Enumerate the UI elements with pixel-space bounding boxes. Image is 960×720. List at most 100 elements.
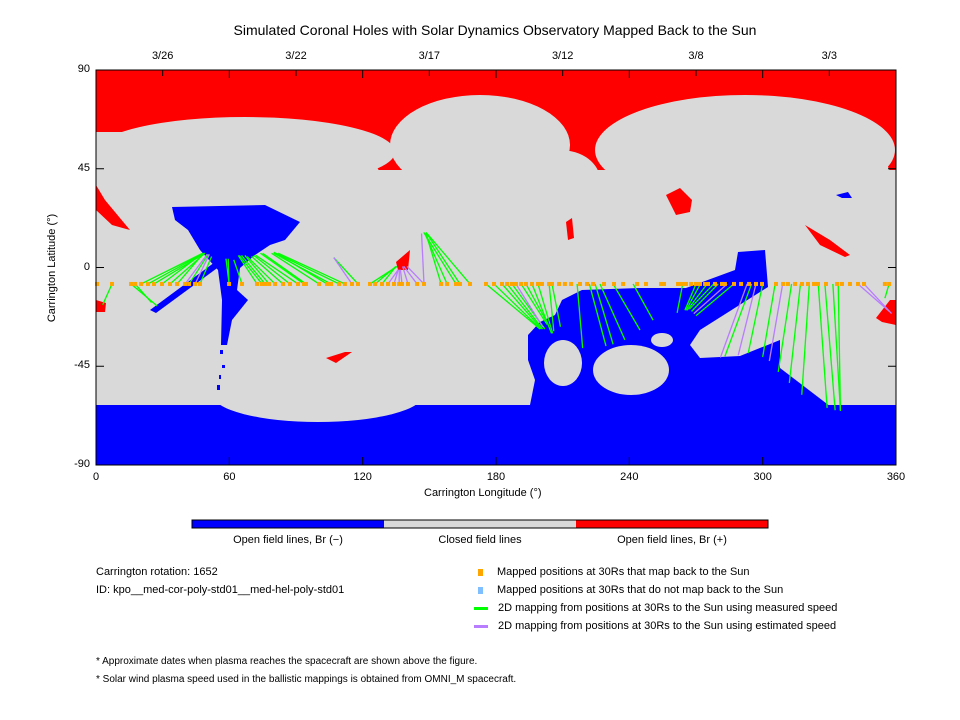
mapped-position-point (505, 281, 510, 286)
estimated-mapping-line (387, 269, 399, 285)
measured-mapping-line (333, 257, 359, 285)
estimated-mapping-line (399, 269, 403, 285)
measured-mapping-line (425, 232, 461, 285)
mapped-position-point (621, 281, 626, 286)
mapped-position-point (152, 281, 156, 286)
colorbar-label-negative: Open field lines, Br (−) (233, 534, 343, 546)
mapped-position-point (510, 281, 514, 286)
measured-mapping-line (612, 283, 641, 331)
model-id: ID: kpo__med-cor-poly-std01__med-hel-pol… (96, 584, 345, 596)
legend-measured: 2D mapping from positions at 30Rs to the… (474, 602, 837, 614)
mapped-position-point (739, 281, 744, 286)
mapped-position-point (578, 281, 582, 286)
measured-mapping-line (271, 252, 320, 285)
mapped-position-point (781, 281, 786, 286)
colorbar-label-positive: Open field lines, Br (+) (617, 534, 727, 546)
measured-mapping-line (485, 283, 541, 330)
measured-mapping-line (537, 283, 554, 334)
x-tick-label: 360 (886, 471, 906, 483)
measured-mapping-line (273, 252, 332, 285)
date-label: 3/8 (688, 50, 704, 62)
measured-mapping-line (161, 252, 204, 285)
measured-mapping-line (884, 283, 890, 299)
measured-mapping-line (275, 252, 340, 285)
date-label: 3/26 (151, 50, 174, 62)
mapped-position-point (706, 281, 710, 286)
mapped-position-point (662, 281, 666, 286)
note-dates: * Approximate dates when plasma reaches … (96, 656, 478, 667)
measured-mapping-line (424, 233, 448, 285)
mapped-position-point (342, 281, 347, 286)
estimated-mapping-line (420, 233, 425, 284)
mapped-position-point (350, 281, 354, 286)
mapped-position-point (747, 281, 752, 286)
measured-mapping-line (594, 283, 614, 345)
mapped-position-point (415, 281, 420, 286)
mapped-position-point (317, 281, 322, 286)
mapped-position-point (887, 281, 892, 286)
measured-mapping-line (688, 283, 715, 310)
mapped-position-point (591, 281, 596, 286)
mapped-points (95, 281, 892, 286)
mapped-position-point (557, 281, 562, 286)
mapped-position-point (187, 281, 192, 286)
measured-mapping-line (695, 283, 735, 317)
mapped-position-point (848, 281, 852, 286)
mapped-position-point (720, 281, 724, 286)
measured-mapping-line (381, 265, 397, 285)
estimated-mapping-line (737, 283, 757, 356)
mapped-position-point (519, 281, 524, 286)
mapped-position-point (454, 281, 458, 286)
mapped-position-point (684, 281, 688, 286)
mapped-position-point (689, 281, 694, 286)
measured-mapping-line (724, 283, 753, 357)
estimated-mapping-line (402, 266, 409, 285)
measured-mapping-line (817, 283, 828, 408)
mapped-position-point (786, 281, 790, 286)
mapped-position-point (524, 281, 528, 286)
mapped-position-point (445, 281, 450, 286)
measured-mapping-line (832, 283, 842, 412)
measured-mapping-line (551, 283, 562, 327)
mapped-position-point (816, 281, 820, 286)
mapped-position-point (713, 281, 718, 286)
mapped-position-point (536, 281, 540, 286)
x-tick-label: 300 (753, 471, 772, 483)
mapped-position-point (492, 281, 496, 286)
mapped-position-point (325, 281, 330, 286)
estimated-mapping-line (768, 283, 784, 362)
mapped-position-point (547, 281, 552, 286)
colorbar-frame (191, 519, 769, 529)
mapped-position-point (139, 281, 144, 286)
measured-mapping-line (588, 283, 607, 347)
measured-mapping-line (676, 283, 684, 314)
date-label: 3/22 (285, 50, 307, 62)
y-axis-label: Carrington Latitude (°) (46, 213, 58, 323)
measured-mapping-line (691, 283, 719, 312)
measured-mapping-line (147, 252, 205, 285)
mapped-position-point (439, 281, 444, 286)
measured-mapping-line (506, 283, 544, 330)
measured-mapping-line (262, 252, 307, 285)
y-tick-label: -45 (74, 359, 90, 372)
mapped-position-point (337, 281, 342, 286)
measured-mapping-line (686, 283, 708, 311)
measured-mapping-line (374, 265, 397, 285)
mapped-position-point (397, 281, 402, 286)
measured-mapping-line (531, 283, 553, 334)
mapped-position-point (722, 281, 727, 286)
mapped-position-point (602, 281, 606, 286)
measured-mapping-line (632, 283, 654, 321)
purple-line-icon (474, 624, 488, 628)
mapped-position-point (550, 281, 554, 286)
mapped-position-point (800, 281, 804, 286)
mapped-position-point (698, 281, 702, 286)
estimated-mapping-line (194, 254, 210, 285)
note-speed: * Solar wind plasma speed used in the ba… (96, 674, 517, 685)
mapped-position-point (296, 281, 300, 286)
mapped-position-point (329, 281, 334, 286)
mapped-position-point (386, 281, 390, 286)
measured-mapping-line (501, 283, 543, 330)
measured-mapping-line (747, 283, 764, 354)
mapped-position-point (530, 281, 534, 286)
